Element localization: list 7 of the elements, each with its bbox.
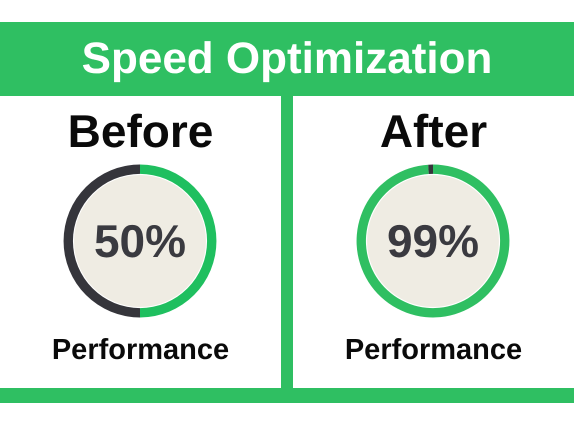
text: Speed Optimization [0,22,574,96]
chart-title: Before [66,104,214,158]
data-label: 50% [94,215,186,267]
data-label: 99% [386,215,480,267]
text: Performance [344,334,524,367]
chart-title: After [378,104,488,158]
text: Performance [50,334,230,367]
